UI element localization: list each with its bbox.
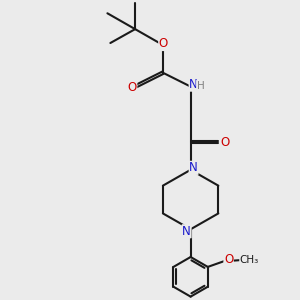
Text: O: O	[159, 38, 168, 50]
Text: N: N	[182, 225, 191, 238]
Text: O: O	[128, 81, 137, 94]
Text: H: H	[197, 81, 204, 91]
Text: N: N	[189, 78, 198, 91]
Text: N: N	[189, 161, 198, 174]
Text: O: O	[224, 254, 233, 266]
Text: O: O	[221, 136, 230, 148]
Text: CH₃: CH₃	[240, 255, 259, 265]
